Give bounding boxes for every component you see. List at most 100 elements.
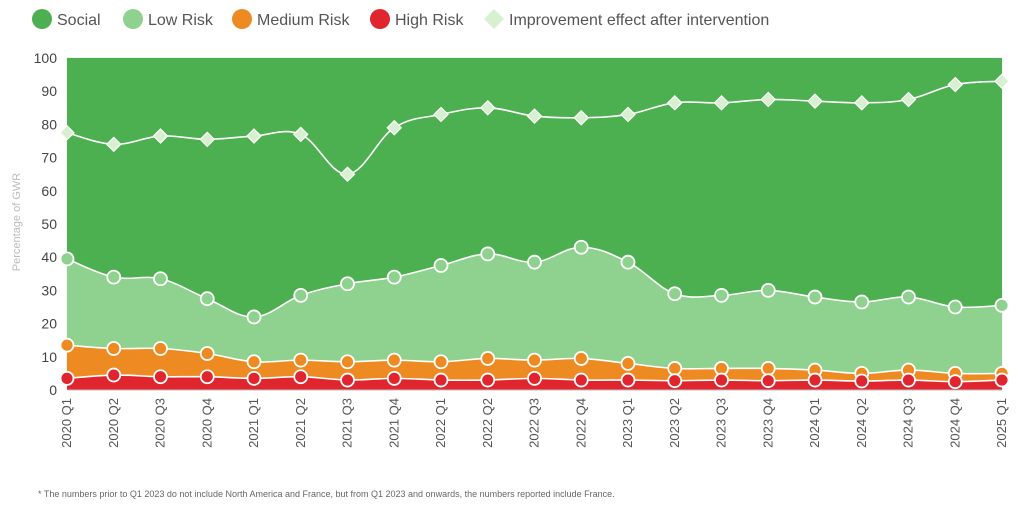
point-improvement-11[interactable] [573, 109, 590, 126]
point-medium-risk-1[interactable] [106, 341, 122, 356]
point-low-risk-8[interactable] [433, 258, 449, 273]
y-tick-label: 60 [41, 183, 57, 199]
x-tick-label: 2023 Q2 [667, 398, 682, 448]
x-tick-label: 2022 Q3 [527, 398, 542, 448]
point-low-risk-20[interactable] [994, 297, 1010, 313]
legend-label-low-risk[interactable]: Low Risk [148, 12, 214, 29]
x-tick-label: 2020 Q2 [106, 398, 121, 448]
point-improvement-3[interactable] [199, 131, 216, 148]
point-low-risk-7[interactable] [386, 269, 402, 285]
point-improvement-1[interactable] [105, 136, 122, 153]
point-low-risk-13[interactable] [667, 286, 683, 302]
point-high-risk-8[interactable] [433, 372, 449, 388]
legend-label-medium-risk[interactable]: Medium Risk [257, 12, 350, 29]
point-low-risk-6[interactable] [340, 276, 355, 292]
point-improvement-14[interactable] [713, 94, 730, 111]
point-low-risk-4[interactable] [246, 309, 262, 325]
point-high-risk-6[interactable] [340, 372, 355, 388]
point-low-risk-9[interactable] [480, 246, 496, 262]
point-medium-risk-15[interactable] [760, 361, 776, 376]
point-improvement-20[interactable] [994, 73, 1010, 90]
point-high-risk-7[interactable] [386, 370, 402, 386]
point-medium-risk-9[interactable] [480, 351, 496, 366]
legend: Social Low Risk Medium Risk High Risk Improv… [32, 9, 769, 29]
point-high-risk-14[interactable] [714, 372, 729, 388]
point-medium-risk-2[interactable] [153, 341, 168, 356]
point-low-risk-18[interactable] [901, 289, 916, 305]
y-tick-label: 50 [41, 216, 57, 232]
point-low-risk-19[interactable] [947, 299, 963, 315]
point-improvement-8[interactable] [433, 106, 449, 123]
point-high-risk-15[interactable] [760, 373, 776, 389]
point-low-risk-1[interactable] [106, 269, 122, 285]
point-improvement-15[interactable] [760, 91, 777, 108]
point-high-risk-2[interactable] [153, 369, 168, 385]
point-medium-risk-10[interactable] [527, 352, 542, 368]
point-improvement-6[interactable] [339, 166, 356, 183]
point-high-risk-18[interactable] [901, 372, 916, 388]
legend-swatch-low-risk [123, 9, 143, 29]
point-high-risk-12[interactable] [620, 372, 636, 388]
point-high-risk-20[interactable] [994, 372, 1010, 388]
point-low-risk-11[interactable] [573, 239, 589, 255]
x-tick-label: 2020 Q1 [59, 398, 74, 448]
point-low-risk-5[interactable] [293, 287, 309, 303]
x-axis: 2020 Q1 2020 Q2 2020 Q3 2020 Q4 2021 Q1 2021 … [59, 398, 1009, 448]
legend-label-high-risk[interactable]: High Risk [395, 12, 464, 29]
point-high-risk-1[interactable] [106, 367, 122, 383]
point-medium-risk-0[interactable] [59, 337, 75, 353]
x-tick-label: 2021 Q1 [246, 398, 261, 448]
legend-swatch-social [32, 9, 52, 29]
point-high-risk-0[interactable] [59, 370, 75, 386]
point-low-risk-0[interactable] [59, 251, 75, 267]
point-improvement-9[interactable] [479, 99, 496, 116]
legend-swatch-improvement-effect-after-intervention [484, 9, 504, 29]
point-improvement-12[interactable] [620, 106, 636, 123]
point-medium-risk-8[interactable] [433, 354, 449, 370]
legend-label-social[interactable]: Social [57, 12, 101, 29]
point-improvement-7[interactable] [386, 119, 403, 136]
point-high-risk-5[interactable] [293, 369, 309, 385]
point-high-risk-3[interactable] [199, 369, 215, 385]
point-medium-risk-5[interactable] [293, 352, 309, 368]
point-improvement-17[interactable] [853, 94, 870, 111]
point-high-risk-17[interactable] [854, 373, 870, 389]
point-low-risk-14[interactable] [714, 287, 729, 303]
x-tick-label: 2023 Q1 [620, 398, 635, 448]
point-low-risk-15[interactable] [760, 282, 776, 298]
point-improvement-0[interactable] [59, 124, 75, 141]
point-improvement-10[interactable] [526, 108, 543, 124]
point-high-risk-10[interactable] [527, 370, 542, 386]
point-low-risk-2[interactable] [153, 271, 168, 287]
point-improvement-18[interactable] [900, 91, 917, 108]
point-medium-risk-11[interactable] [573, 351, 589, 366]
point-medium-risk-13[interactable] [667, 361, 683, 376]
point-high-risk-13[interactable] [667, 373, 683, 389]
point-high-risk-4[interactable] [246, 370, 262, 386]
point-medium-risk-6[interactable] [340, 354, 355, 370]
point-improvement-2[interactable] [152, 128, 169, 144]
point-improvement-19[interactable] [947, 76, 964, 93]
point-high-risk-19[interactable] [947, 374, 963, 390]
point-improvement-4[interactable] [246, 128, 262, 144]
point-high-risk-9[interactable] [480, 372, 496, 388]
point-low-risk-16[interactable] [807, 289, 823, 305]
point-medium-risk-4[interactable] [246, 354, 262, 370]
y-tick-label: 100 [34, 50, 58, 66]
point-medium-risk-3[interactable] [199, 346, 215, 361]
x-tick-label: 2022 Q4 [573, 398, 588, 448]
point-low-risk-17[interactable] [854, 294, 870, 310]
point-low-risk-3[interactable] [199, 291, 215, 307]
point-low-risk-10[interactable] [527, 254, 542, 270]
point-high-risk-16[interactable] [807, 372, 823, 388]
point-improvement-13[interactable] [666, 94, 683, 111]
point-improvement-16[interactable] [807, 93, 823, 110]
point-medium-risk-12[interactable] [620, 356, 636, 371]
point-high-risk-11[interactable] [573, 372, 589, 388]
legend-swatch-medium-risk [232, 9, 252, 29]
point-improvement-5[interactable] [292, 126, 309, 143]
legend-label-improvement-effect-after-intervention[interactable]: Improvement effect after intervention [509, 12, 769, 29]
point-low-risk-12[interactable] [620, 254, 636, 270]
point-medium-risk-7[interactable] [386, 352, 402, 368]
